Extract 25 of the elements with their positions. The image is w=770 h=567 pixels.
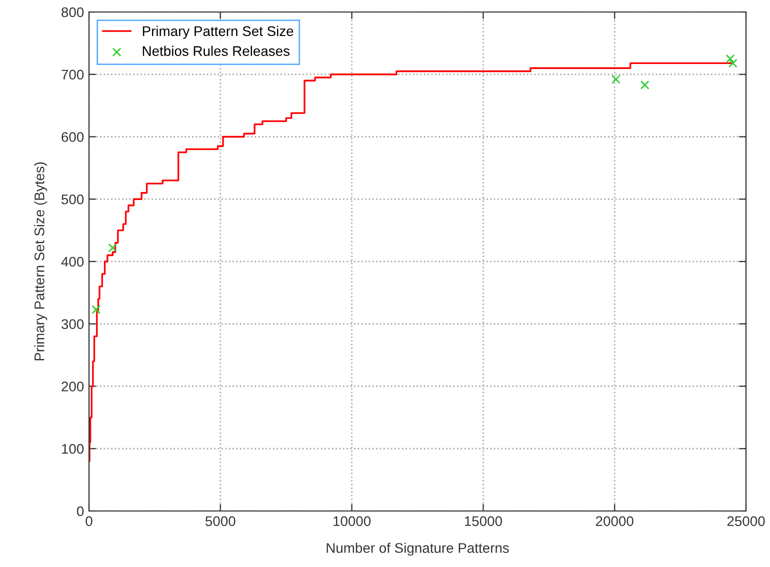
x-tick-label: 20000 — [596, 516, 634, 526]
x-axis-title: Number of Signature Patterns — [326, 542, 509, 556]
y-tick-label: 600 — [62, 132, 84, 142]
point — [728, 58, 738, 68]
y-tick-label: 100 — [62, 444, 84, 454]
y-tick-label: 700 — [62, 70, 84, 80]
y-tick-label: 800 — [62, 7, 84, 18]
x-tick-label: 5000 — [206, 516, 236, 526]
x-tick-label: 10000 — [334, 516, 371, 526]
y-axis-title: Primary Pattern Set Size (Bytes) — [34, 162, 48, 360]
x-tick-label: 15000 — [464, 516, 502, 526]
y-tick-label: 300 — [62, 319, 84, 330]
point — [611, 74, 620, 84]
point — [640, 80, 650, 90]
y-tick-label: 400 — [61, 256, 84, 267]
point — [108, 243, 118, 252]
point — [726, 54, 735, 64]
x-tick-label: 0 — [86, 516, 92, 526]
legend-label: Primary Pattern Set Size — [142, 26, 294, 39]
y-tick-label: 200 — [62, 382, 84, 392]
y-tick-label: 500 — [62, 194, 84, 204]
y-tick-label: 0 — [76, 506, 84, 516]
legend-label: Netbios Rules Releases — [142, 46, 290, 56]
point — [92, 305, 101, 314]
x-tick-label: 25000 — [727, 516, 765, 526]
